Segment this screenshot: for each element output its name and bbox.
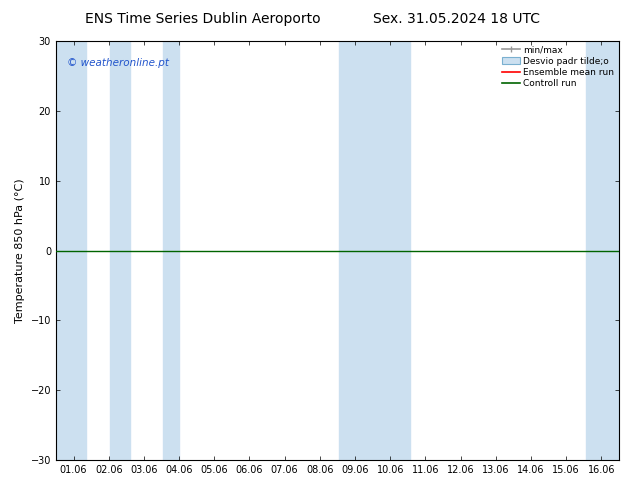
Text: © weatheronline.pt: © weatheronline.pt: [67, 58, 169, 68]
Legend: min/max, Desvio padr tilde;o, Ensemble mean run, Controll run: min/max, Desvio padr tilde;o, Ensemble m…: [500, 44, 616, 90]
Bar: [339, 41, 410, 460]
Y-axis label: Temperature 850 hPa (°C): Temperature 850 hPa (°C): [15, 178, 25, 323]
Bar: [56, 41, 86, 460]
Bar: [110, 41, 130, 460]
Bar: [163, 41, 179, 460]
Text: ENS Time Series Dublin Aeroporto: ENS Time Series Dublin Aeroporto: [85, 12, 321, 26]
Bar: [586, 41, 619, 460]
Text: Sex. 31.05.2024 18 UTC: Sex. 31.05.2024 18 UTC: [373, 12, 540, 26]
